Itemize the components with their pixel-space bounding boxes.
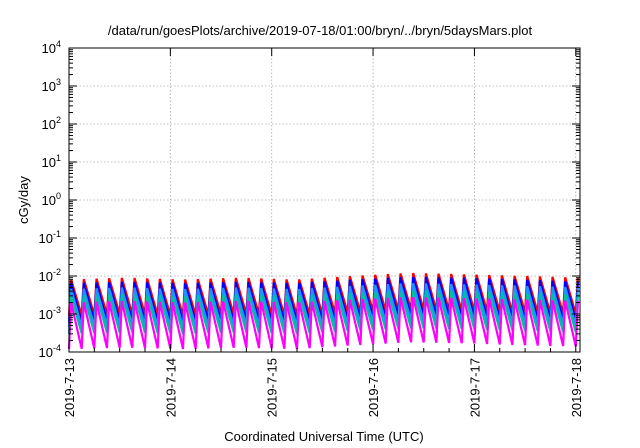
y-tick-base: 10 xyxy=(39,345,53,360)
y-tick-base: 10 xyxy=(42,193,56,208)
x-tick-label: 2019-7-14 xyxy=(163,358,178,417)
y-tick-label: 10-2 xyxy=(39,267,61,284)
y-tick-label: 102 xyxy=(42,115,61,132)
x-tick-label: 2019-7-18 xyxy=(569,358,584,417)
x-axis-label: Coordinated Universal Time (UTC) xyxy=(224,429,423,444)
y-tick-label: 10-3 xyxy=(39,305,61,322)
y-tick-label: 10-4 xyxy=(39,343,61,360)
y-tick-label: 104 xyxy=(42,39,61,56)
y-tick-exponent: 3 xyxy=(56,77,61,87)
y-tick-label: 103 xyxy=(42,77,61,94)
x-tick-label: 2019-7-16 xyxy=(366,358,381,417)
y-tick-exponent: 0 xyxy=(56,191,61,201)
y-tick-base: 10 xyxy=(42,155,56,170)
chart-title: /data/run/goesPlots/archive/2019-07-18/0… xyxy=(108,23,533,38)
y-tick-label: 10-1 xyxy=(39,229,61,246)
y-tick-base: 10 xyxy=(39,231,53,246)
y-tick-exponent: 4 xyxy=(56,39,61,49)
y-tick-exponent: -2 xyxy=(53,267,61,277)
y-axis-label: cGy/day xyxy=(16,176,31,224)
y-tick-base: 10 xyxy=(39,269,53,284)
series-line-5 xyxy=(67,296,579,350)
y-tick-base: 10 xyxy=(42,117,56,132)
y-tick-exponent: -4 xyxy=(53,343,61,353)
series-layer xyxy=(67,272,579,350)
y-tick-exponent: -3 xyxy=(53,305,61,315)
y-tick-exponent: 2 xyxy=(56,115,61,125)
x-tick-label: 2019-7-17 xyxy=(467,358,482,417)
x-axis: 2019-7-13 2019-7-14 2019-7-15 2019-7-16 2019… xyxy=(62,48,584,417)
y-tick-base: 10 xyxy=(42,41,56,56)
y-tick-label: 101 xyxy=(42,153,61,170)
y-tick-label: 100 xyxy=(42,191,61,208)
y-tick-base: 10 xyxy=(39,307,53,322)
x-tick-label: 2019-7-13 xyxy=(62,358,77,417)
x-tick-label: 2019-7-15 xyxy=(265,358,280,417)
y-tick-base: 10 xyxy=(42,79,56,94)
y-tick-exponent: 1 xyxy=(56,153,61,163)
y-tick-exponent: -1 xyxy=(53,229,61,239)
